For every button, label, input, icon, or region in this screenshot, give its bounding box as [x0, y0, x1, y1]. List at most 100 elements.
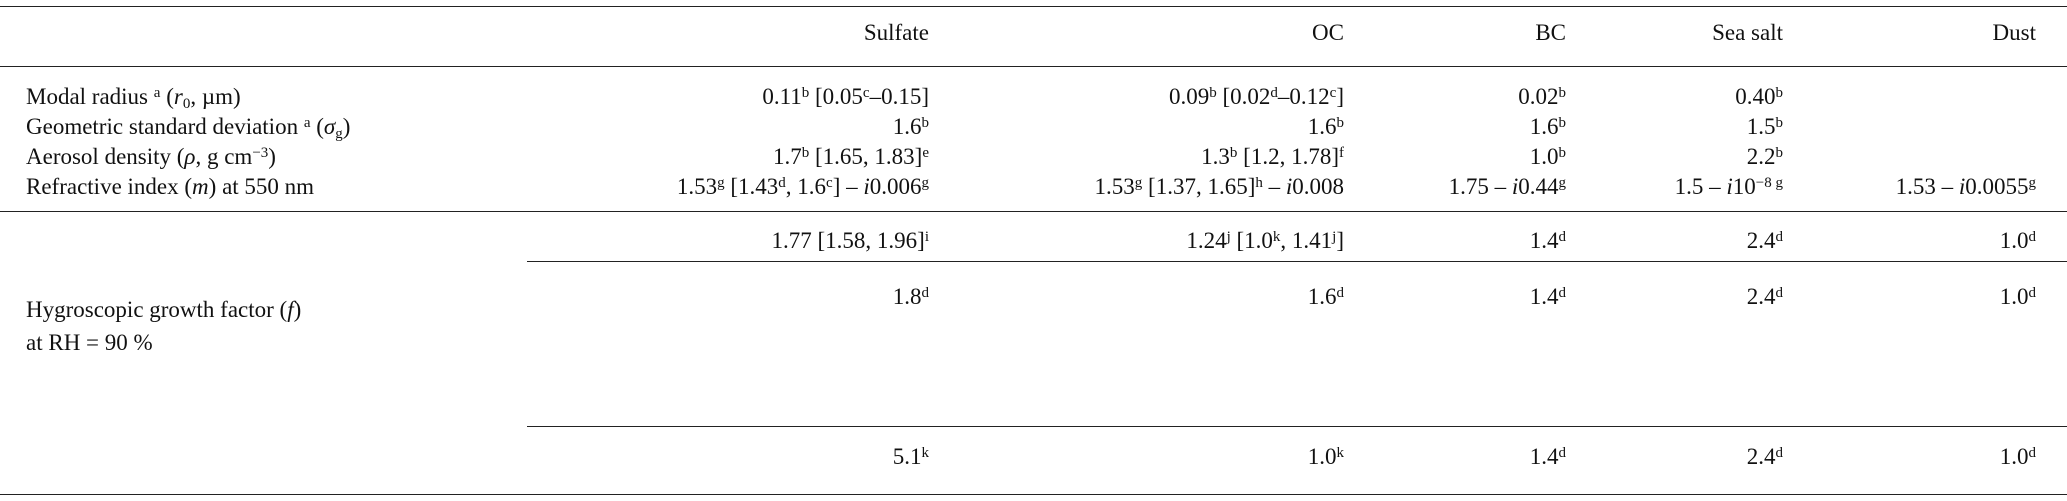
row-label: Geometric standard deviation a (σg) [26, 113, 350, 142]
text: 0.006 [869, 174, 922, 199]
cell: 1.6b [893, 113, 929, 141]
text: 1.5 [1746, 114, 1776, 139]
superscript: b [801, 85, 810, 101]
text: 0.11 [762, 84, 802, 109]
text: 1.53 [1094, 174, 1135, 199]
text: Refractive index ( [26, 174, 193, 199]
text: ( [160, 84, 174, 109]
text: 1.4 [1529, 444, 1559, 469]
text: 0.0055 [1965, 174, 2029, 199]
cell: 1.53g [1.37, 1.65]h – i0.008 [1095, 173, 1344, 201]
cell: 1.6d [1308, 283, 1344, 311]
text: 1.6 [1307, 284, 1337, 309]
text: , g cm [195, 144, 253, 169]
superscript: g [1558, 175, 1567, 191]
superscript: b [1558, 115, 1567, 131]
text: 10 [1732, 174, 1756, 199]
text: , 1.6 [785, 174, 827, 199]
superscript: d [1775, 285, 1784, 301]
rule [0, 211, 2067, 212]
text: Aerosol density ( [26, 144, 185, 169]
text: [1.65, 1.83] [809, 144, 923, 169]
italic: i [1726, 174, 1733, 199]
cell: 1.75 – i0.44g [1449, 173, 1566, 201]
text: ( [310, 114, 324, 139]
superscript: g [1134, 175, 1143, 191]
text: 1.0 [1999, 284, 2029, 309]
superscript: d [2028, 285, 2037, 301]
cell: 1.77 [1.58, 1.96]i [772, 227, 930, 255]
cell: 1.0d [2000, 443, 2036, 471]
superscript: b [1229, 145, 1238, 161]
superscript: d [1336, 285, 1345, 301]
italic: ρ [184, 144, 196, 169]
superscript: b [1336, 115, 1345, 131]
superscript: k [921, 445, 930, 461]
cell: 1.7b [1.65, 1.83]e [773, 143, 929, 171]
cell: 2.2b [1747, 143, 1783, 171]
cell: 1.8d [893, 283, 929, 311]
column-header: OC [1312, 20, 1344, 45]
row-label: Hygroscopic growth factor (f) [26, 296, 301, 324]
cell: 1.5b [1747, 113, 1783, 141]
cell: 1.0d [2000, 227, 2036, 255]
text: 1.5 – [1674, 174, 1727, 199]
italic: i [1511, 174, 1519, 199]
text: – [1262, 174, 1286, 199]
text: 1.53 – [1895, 174, 1959, 199]
superscript: d [1775, 229, 1784, 245]
text: 1.6 [1307, 114, 1337, 139]
text: ] – [832, 174, 864, 199]
italic: m [192, 174, 209, 199]
superscript: b [1775, 85, 1784, 101]
text: 0.008 [1292, 174, 1344, 199]
text: 1.4 [1529, 284, 1559, 309]
text: 1.3 [1201, 144, 1230, 169]
text: 2.4 [1746, 228, 1776, 253]
text: [1.2, 1.78] [1237, 144, 1339, 169]
rule [0, 66, 2067, 67]
text: 2.4 [1746, 284, 1776, 309]
text: 0.44 [1518, 174, 1559, 199]
text: [0.02 [1216, 84, 1271, 109]
cell: 1.4d [1530, 227, 1566, 255]
rule [527, 426, 2067, 427]
row-label: Modal radius a (r0, µm) [26, 83, 241, 112]
text: Modal radius [26, 84, 154, 109]
cell: 1.53g [1.43d, 1.6c] – i0.006g [677, 173, 929, 201]
cell: 0.09b [0.02d–0.12c] [1169, 83, 1344, 111]
text: [0.05 [809, 84, 863, 109]
cell: 0.02b [1518, 83, 1566, 111]
superscript: c [862, 85, 870, 101]
subscript: 0 [182, 96, 191, 112]
text: –0.12 [1277, 84, 1330, 109]
cell: 5.1k [893, 443, 929, 471]
text: 2.2 [1746, 144, 1776, 169]
text: 5.1 [892, 444, 922, 469]
text: 1.0 [1999, 228, 2029, 253]
italic: r [173, 84, 183, 109]
italic: i [1285, 174, 1293, 199]
text: 2.4 [1746, 444, 1776, 469]
cell: 1.3b [1.2, 1.78]f [1201, 143, 1344, 171]
superscript: i [924, 229, 929, 245]
text: 1.0 [1529, 144, 1559, 169]
cell: 0.40b [1735, 83, 1783, 111]
text: ] [1336, 84, 1344, 109]
text: ] [1336, 228, 1344, 253]
superscript: d [2028, 445, 2037, 461]
superscript: h [1255, 175, 1263, 191]
superscript: a [303, 115, 311, 131]
superscript: d [1558, 285, 1567, 301]
text: [1.37, 1.65] [1142, 174, 1256, 199]
cell: 1.0k [1308, 443, 1344, 471]
text: 0.40 [1735, 84, 1776, 109]
superscript: d [1558, 445, 1567, 461]
superscript: d [1558, 229, 1567, 245]
text: at RH = 90 % [26, 330, 153, 355]
cell: 2.4d [1747, 227, 1783, 255]
text: 0.02 [1518, 84, 1559, 109]
superscript: g [2028, 175, 2037, 191]
superscript: b [1558, 85, 1567, 101]
cell: 1.6b [1530, 113, 1566, 141]
